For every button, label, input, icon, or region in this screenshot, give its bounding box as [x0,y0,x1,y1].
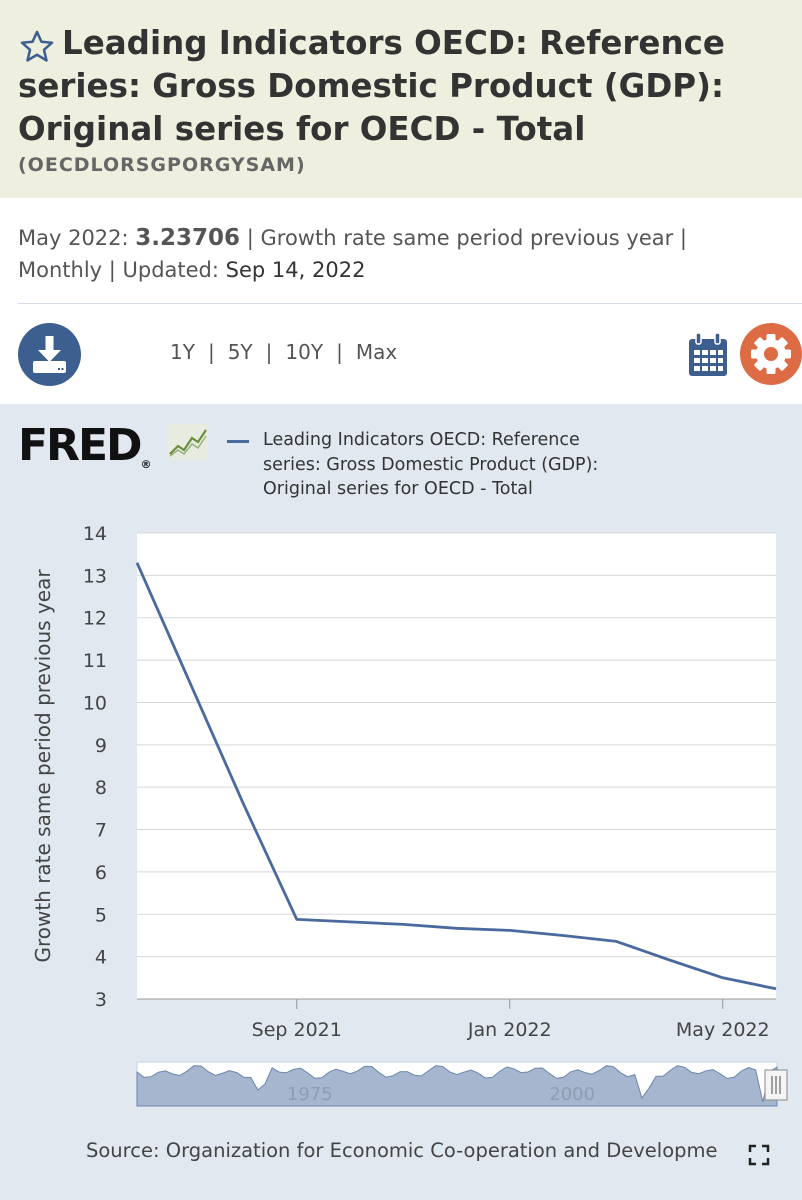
y-tick-label: 7 [95,820,107,842]
range-separator: | [207,340,215,364]
legend-swatch [227,440,249,443]
fred-logo-chart-icon [168,424,208,460]
x-tick-label: Sep 2021 [252,1019,342,1041]
range-5y[interactable]: 5Y [227,340,253,364]
y-tick-label: 8 [95,777,107,799]
y-tick-label: 4 [95,947,107,969]
navigator-label: 2000 [549,1084,595,1105]
legend-label[interactable]: Leading Indicators OECD: Reference serie… [263,430,599,499]
y-tick-label: 5 [95,904,107,926]
calendar-icon[interactable] [688,333,728,377]
range-separator: | [336,340,343,364]
star-icon[interactable] [18,28,56,66]
y-tick-label: 9 [95,735,107,757]
gear-icon [751,334,791,374]
latest-value: 3.23706 [135,225,241,251]
date-range-selector: 1Y | 5Y | 10Y | Max [170,340,397,364]
y-tick-label: 14 [83,523,107,545]
source-note: Source: Organization for Economic Co-ope… [86,1139,718,1162]
fred-logo[interactable]: FRED® [18,420,152,471]
fred-logo-mark: ® [140,458,152,471]
header: Leading Indicators OECD: Reference serie… [0,0,802,198]
y-tick-label: 12 [83,608,107,630]
x-tick-label: May 2022 [676,1019,770,1041]
updated-date: Sep 14, 2022 [225,258,366,282]
divider [18,303,802,304]
y-tick-label: 13 [83,565,107,587]
x-tick-label: Jan 2022 [467,1019,552,1041]
y-tick-label: 6 [95,862,107,884]
date-label: May 2022: [18,226,129,250]
navigator-series [136,1065,778,1107]
navigator-label: 1975 [287,1084,333,1105]
download-button[interactable] [18,323,81,386]
units-label: | Growth rate same period previous year … [246,226,688,250]
y-tick-label: 10 [83,692,107,714]
series-meta: May 2022: 3.23706 | Growth rate same per… [18,222,788,286]
download-icon [33,336,66,373]
series-id: (OECDLORSGPORGYSAM) [18,154,306,176]
series-line[interactable] [135,562,777,991]
page-title: Leading Indicators OECD: Reference serie… [18,24,725,148]
frequency-label: Monthly | Updated: [18,258,219,282]
y-tick-label: 11 [83,650,107,672]
fred-logo-text: FRED [18,420,143,471]
range-1y[interactable]: 1Y [170,340,195,364]
range-separator: | [265,340,273,364]
range-10y[interactable]: 10Y [285,340,324,364]
y-axis-label: Growth rate same period previous year [31,569,55,963]
fullscreen-icon[interactable] [748,1144,770,1166]
range-max[interactable]: Max [355,340,398,364]
y-tick-label: 3 [95,989,107,1011]
settings-button[interactable] [740,323,802,385]
plot-area [137,533,776,999]
